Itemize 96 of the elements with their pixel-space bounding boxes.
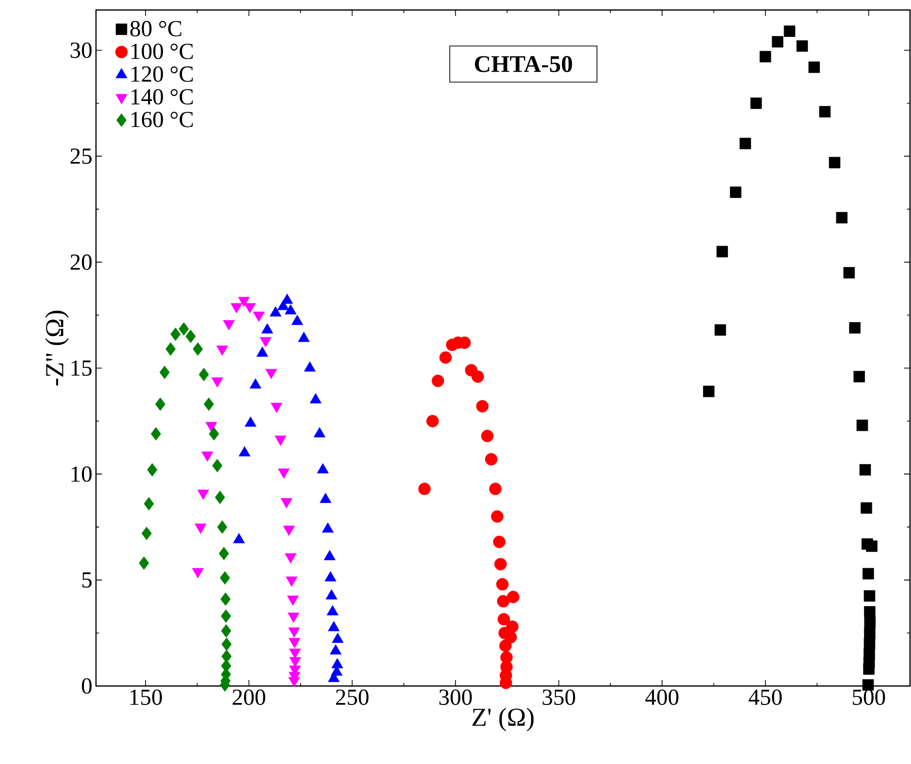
y-tick-label: 20 — [70, 254, 92, 270]
point — [217, 520, 228, 534]
point — [491, 510, 504, 523]
point — [439, 351, 452, 364]
x-tick-label: 500 — [852, 690, 886, 705]
point — [222, 638, 232, 651]
point — [204, 397, 214, 411]
point — [426, 414, 439, 428]
point — [864, 590, 876, 602]
legend-label: 140 °C — [131, 89, 193, 105]
point — [485, 453, 498, 466]
point — [853, 370, 865, 382]
point — [155, 397, 166, 411]
point — [716, 246, 728, 258]
point — [836, 212, 848, 224]
point — [418, 482, 431, 496]
y-tick-label: 10 — [72, 466, 92, 482]
point — [222, 650, 232, 664]
point — [432, 374, 444, 388]
annotation: CHTA-50 — [474, 56, 572, 72]
point — [244, 416, 256, 427]
point — [284, 553, 296, 564]
point — [489, 482, 502, 496]
x-tick-label: 400 — [645, 690, 678, 705]
legend-label: 120 °C — [131, 66, 193, 82]
y-tick-label: 25 — [70, 148, 92, 164]
y-tick-label: 30 — [70, 42, 92, 58]
point — [144, 497, 154, 510]
legend-label: 80 °C — [130, 20, 182, 36]
point — [808, 62, 820, 73]
point — [859, 464, 871, 476]
y-tick-label: 0 — [82, 678, 92, 694]
point — [784, 25, 796, 37]
point — [142, 526, 152, 540]
point — [866, 540, 878, 552]
point — [856, 420, 868, 432]
point — [186, 330, 196, 344]
x-tick-label: 150 — [130, 690, 162, 705]
point — [828, 156, 840, 168]
point — [220, 609, 232, 623]
point — [481, 430, 494, 442]
point — [864, 638, 876, 650]
point — [730, 186, 742, 198]
y-tick-label: 5 — [82, 572, 92, 588]
point — [819, 106, 831, 118]
point — [198, 368, 209, 382]
x-tick-label: 250 — [336, 690, 369, 705]
point — [864, 606, 876, 618]
point — [221, 624, 232, 638]
point — [506, 590, 520, 604]
point — [849, 322, 861, 334]
point — [214, 490, 226, 504]
point — [166, 342, 176, 356]
point — [208, 427, 220, 441]
point — [476, 400, 489, 412]
point — [796, 40, 808, 52]
x-axis-title: Z' (Ω) — [472, 708, 534, 732]
y-tick-label: 15 — [72, 360, 92, 376]
point — [270, 402, 282, 413]
point — [760, 50, 772, 62]
point — [472, 370, 484, 383]
legend-label: 160 °C — [131, 112, 193, 128]
point — [150, 427, 161, 441]
legend-label: 100 °C — [131, 44, 193, 60]
x-tick-label: 450 — [748, 690, 782, 705]
point — [843, 267, 855, 278]
point — [863, 663, 875, 675]
point — [772, 36, 784, 48]
point — [218, 546, 229, 560]
x-tick-label: 200 — [232, 690, 266, 705]
point — [160, 366, 170, 380]
y-axis-title: -Z'' (Ω) — [45, 310, 69, 386]
point — [138, 556, 150, 570]
point — [220, 592, 231, 606]
point — [212, 458, 222, 472]
point — [170, 328, 181, 341]
point — [864, 616, 876, 628]
point — [714, 324, 726, 336]
point — [192, 342, 203, 356]
x-tick-label: 350 — [542, 690, 576, 705]
point — [499, 640, 512, 652]
point — [864, 627, 876, 639]
point — [494, 558, 507, 570]
point — [740, 138, 752, 150]
point — [493, 536, 506, 548]
point — [703, 386, 714, 398]
point — [750, 98, 762, 109]
point — [862, 568, 874, 580]
point — [496, 578, 509, 590]
point — [498, 613, 510, 626]
point — [497, 595, 510, 608]
point — [178, 322, 189, 336]
x-tick-label: 300 — [439, 690, 472, 705]
point — [860, 502, 872, 514]
point — [147, 463, 158, 477]
point — [220, 571, 230, 585]
